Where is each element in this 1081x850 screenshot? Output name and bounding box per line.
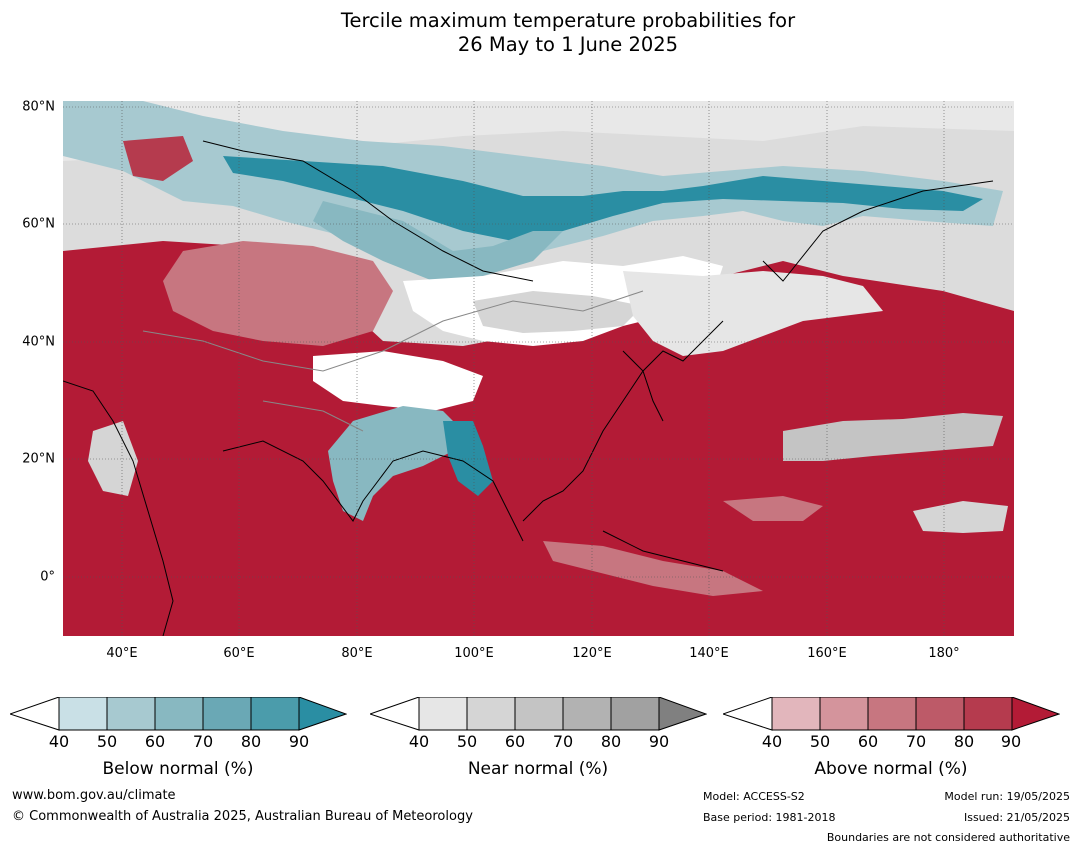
issued-date: Issued: 21/05/2025 <box>963 811 1070 824</box>
lon-label-60e: 60°E <box>223 646 255 661</box>
colorbar-above-seg-5 <box>963 697 1013 731</box>
coastlines <box>63 140 994 636</box>
title-line-2: 26 May to 1 June 2025 <box>457 33 679 56</box>
colorbar-below-tick-80: 80 <box>240 732 262 751</box>
graticule <box>63 101 1014 636</box>
colorbar-above-seg-4 <box>915 697 965 731</box>
colorbar-below-tick-40: 40 <box>48 732 70 751</box>
website-link[interactable]: www.bom.gov.au/climate <box>12 788 176 803</box>
colorbar-above-seg-3 <box>867 697 917 731</box>
colorbar-below <box>10 697 347 731</box>
lon-label-100e: 100°E <box>454 646 494 661</box>
lat-label-20n: 20°N <box>22 451 55 467</box>
colorbar-near-tick-90: 90 <box>648 732 670 751</box>
colorbar-above-tick-70: 70 <box>905 732 927 751</box>
region-tibet-neutral <box>313 351 483 411</box>
lat-label-60n: 60°N <box>22 216 55 232</box>
colorbar-near-tick-80: 80 <box>600 732 622 751</box>
colorbar-above-seg-1 <box>771 697 821 731</box>
lon-label-140e: 140°E <box>689 646 729 661</box>
colorbar-near-tick-70: 70 <box>552 732 574 751</box>
model-run-date: Model run: 19/05/2025 <box>944 790 1070 803</box>
region-pacific-neutral-2 <box>913 501 1008 533</box>
region-indonesia-light <box>543 541 763 596</box>
copyright-text: © Commonwealth of Australia 2025, Austra… <box>12 809 473 824</box>
colorbar-above-tick-60: 60 <box>857 732 879 751</box>
colorbar-near-seg-1 <box>418 697 468 731</box>
national-boundaries <box>142 290 644 432</box>
boundaries-disclaimer: Boundaries are not considered authoritat… <box>826 831 1070 844</box>
lon-label-40e: 40°E <box>106 646 138 661</box>
region-central-asia-above <box>163 241 393 346</box>
colorbar-near-seg-2 <box>466 697 516 731</box>
colorbar-near-tick-60: 60 <box>504 732 526 751</box>
colorbar-below-seg-4 <box>202 697 252 731</box>
colorbar-above <box>723 697 1060 731</box>
region-pacific-neutral-1 <box>783 413 1003 461</box>
region-pacific-light <box>723 496 823 521</box>
base-period: Base period: 1981-2018 <box>703 811 836 824</box>
colorbar-below-seg-5 <box>250 697 300 731</box>
colorbar-above-seg-6 <box>1011 697 1060 731</box>
lon-label-80e: 80°E <box>341 646 373 661</box>
region-arabia-neutral <box>88 421 138 496</box>
colorbar-above-tick-90: 90 <box>1000 732 1022 751</box>
colorbar-above-tick-40: 40 <box>761 732 783 751</box>
region-siberia-below-strong <box>223 156 983 241</box>
region-arctic-white <box>63 101 1014 161</box>
lon-label-120e: 120°E <box>572 646 612 661</box>
lat-label-80n: 80°N <box>22 99 55 115</box>
colorbar-near <box>370 697 707 731</box>
colorbar-below-tick-70: 70 <box>192 732 214 751</box>
lon-label-160e: 160°E <box>807 646 847 661</box>
region-india-below <box>328 406 463 521</box>
colorbar-below-seg-2 <box>106 697 156 731</box>
colorbar-below-seg-6 <box>298 697 347 731</box>
probability-map <box>63 101 1014 636</box>
region-bengal-below-strong <box>443 421 493 496</box>
lon-label-180: 180° <box>928 646 960 661</box>
map-svg <box>63 101 1014 636</box>
colorbar-near-title: Near normal (%) <box>467 759 609 779</box>
colorbar-near-seg-3 <box>514 697 564 731</box>
colorbar-near-tick-40: 40 <box>408 732 430 751</box>
region-european-above <box>123 136 193 181</box>
colorbar-above-title: Above normal (%) <box>814 759 968 779</box>
colorbar-near-seg-6 <box>658 697 707 731</box>
colorbar-below-tick-90: 90 <box>288 732 310 751</box>
colorbar-above-seg-2 <box>819 697 869 731</box>
region-east-neutral <box>623 271 883 356</box>
colorbar-near-seg-5 <box>610 697 660 731</box>
colorbar-near-tick-50: 50 <box>456 732 478 751</box>
colorbar-below-tick-60: 60 <box>144 732 166 751</box>
map-title: Tercile maximum temperature probabilitie… <box>0 9 1081 57</box>
colorbar-above-tick-50: 50 <box>809 732 831 751</box>
lat-label-0: 0° <box>40 569 55 585</box>
colorbar-near-seg-4 <box>562 697 612 731</box>
colorbar-below-title: Below normal (%) <box>102 759 254 779</box>
lat-label-40n: 40°N <box>22 334 55 350</box>
region-siberia-below <box>63 101 1003 276</box>
colorbar-below-tick-50: 50 <box>96 732 118 751</box>
region-siberia-below-mid <box>313 201 563 281</box>
model-name: Model: ACCESS-S2 <box>703 790 805 803</box>
colorbar-below-seg-3 <box>154 697 204 731</box>
colorbar-above-tick-80: 80 <box>953 732 975 751</box>
title-line-1: Tercile maximum temperature probabilitie… <box>340 9 796 32</box>
colorbar-below-seg-1 <box>58 697 108 731</box>
